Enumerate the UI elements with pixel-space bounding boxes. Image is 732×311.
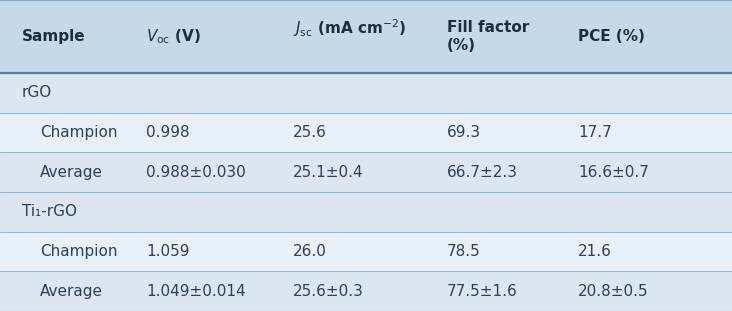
Text: Sample: Sample [22,29,86,44]
Text: 26.0: 26.0 [293,244,326,259]
Text: 20.8±0.5: 20.8±0.5 [578,284,649,299]
Text: PCE (%): PCE (%) [578,29,645,44]
Text: 16.6±0.7: 16.6±0.7 [578,165,649,180]
Text: 0.998: 0.998 [146,125,190,140]
Text: $\mathit{V}_{\mathrm{oc}}$ (V): $\mathit{V}_{\mathrm{oc}}$ (V) [146,27,201,46]
Text: Average: Average [40,165,103,180]
Text: Ti₁-rGO: Ti₁-rGO [22,204,77,219]
Text: 25.1±0.4: 25.1±0.4 [293,165,363,180]
Bar [0,192,732,232]
Text: 69.3: 69.3 [447,125,481,140]
Text: 1.049±0.014: 1.049±0.014 [146,284,246,299]
Text: 78.5: 78.5 [447,244,480,259]
Text: 77.5±1.6: 77.5±1.6 [447,284,518,299]
Bar [0,271,732,311]
Text: Champion: Champion [40,244,118,259]
Text: Champion: Champion [40,125,118,140]
Text: 66.7±2.3: 66.7±2.3 [447,165,518,180]
Text: 25.6: 25.6 [293,125,326,140]
Text: Average: Average [40,284,103,299]
Bar [0,113,732,152]
Bar [0,152,732,192]
Bar [0,232,732,271]
Text: 21.6: 21.6 [578,244,612,259]
Bar [0,0,732,73]
Text: 25.6±0.3: 25.6±0.3 [293,284,364,299]
Bar [0,73,732,113]
Text: 1.059: 1.059 [146,244,190,259]
Text: 0.988±0.030: 0.988±0.030 [146,165,246,180]
Text: Fill factor
(%): Fill factor (%) [447,20,529,53]
Text: 17.7: 17.7 [578,125,612,140]
Text: $\mathit{J}_{\mathrm{sc}}$ (mA cm$^{-2}$): $\mathit{J}_{\mathrm{sc}}$ (mA cm$^{-2}$… [293,17,406,39]
Text: rGO: rGO [22,86,52,100]
